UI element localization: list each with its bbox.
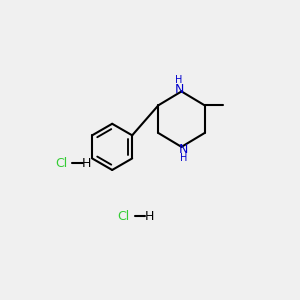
Text: N: N: [175, 82, 184, 96]
Text: Cl: Cl: [55, 157, 68, 169]
Text: H: H: [176, 75, 183, 85]
Text: H: H: [82, 157, 92, 169]
Text: H: H: [144, 210, 154, 223]
Text: N: N: [179, 143, 188, 156]
Text: H: H: [180, 153, 188, 163]
Text: Cl: Cl: [118, 210, 130, 223]
